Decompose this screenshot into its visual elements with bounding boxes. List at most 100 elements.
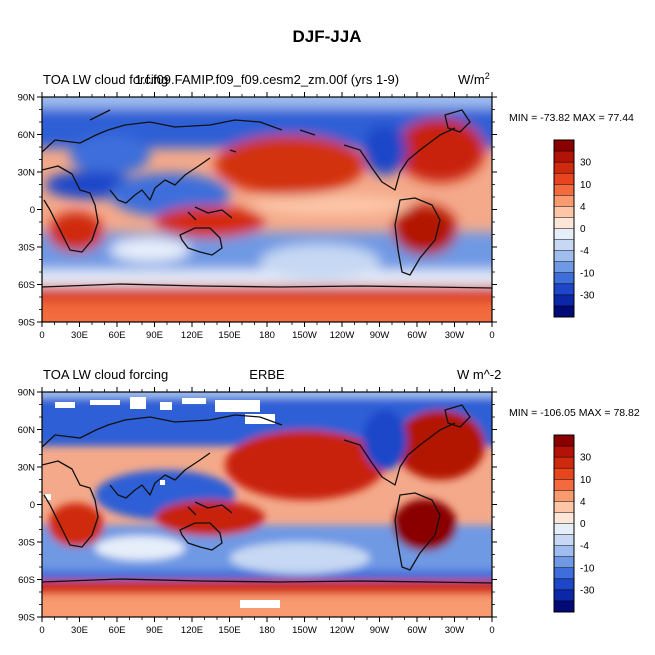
- colorbar-box: [554, 206, 574, 218]
- lat-label-top: 60N: [18, 130, 36, 141]
- colorbar-box: [554, 294, 574, 307]
- lat-label-top: 90S: [18, 318, 35, 329]
- lat-label-top: 0: [30, 205, 35, 216]
- lon-label-top: 90E: [146, 330, 163, 341]
- colorbar-box: [554, 589, 574, 602]
- panel-top-minmax: MIN = -73.82 MAX = 77.44: [509, 112, 634, 124]
- lat-label-top: 60S: [18, 280, 35, 291]
- lon-label-top: 60E: [109, 330, 126, 341]
- colorbar-label-top: -4: [580, 246, 589, 257]
- colorbar-box: [554, 261, 574, 274]
- map-field-top: [42, 97, 492, 322]
- map-field-bottom: [42, 392, 492, 617]
- panel-top-units-sup: 2: [485, 71, 490, 81]
- colorbar-box: [554, 250, 574, 262]
- lon-label-bottom: 150E: [218, 625, 240, 636]
- axes-top: 90N 60N 30N 0 30S 60S 90S 0 30E 60E 90E 120E 150E 180…: [18, 92, 497, 341]
- lon-label-top: 90W: [370, 330, 390, 341]
- lon-label-top: 150W: [292, 330, 317, 341]
- panel-top-units-base: W/m: [458, 72, 485, 87]
- colorbar-box: [554, 512, 574, 524]
- lon-label-bottom: 150W: [292, 625, 317, 636]
- colorbar-box: [554, 523, 574, 535]
- panel-bottom: TOA LW cloud forcing ERBE W m^-2 MIN = -…: [18, 367, 640, 636]
- colorbar-label-bottom: 4: [580, 497, 586, 508]
- lat-label-bottom: 30S: [18, 538, 35, 549]
- colorbar-box: [554, 184, 574, 196]
- colorbar-label-top: 10: [580, 180, 592, 191]
- lon-label-top: 180: [259, 330, 275, 341]
- colorbar-frame: [553, 434, 575, 613]
- lon-label-top: 120E: [181, 330, 203, 341]
- panel-top: TOA LW cloud forcing 1.f.f09.FAMIP.f09_f…: [18, 71, 634, 341]
- lat-label-bottom: 90N: [18, 388, 36, 399]
- colorbar-box: [554, 305, 574, 318]
- lon-label-bottom: 0: [39, 625, 44, 636]
- colorbar-label-bottom: 30: [580, 453, 592, 464]
- colorbar-box: [554, 140, 574, 152]
- colorbar-bottom: 30 10 4 0 -4 -10 -30: [553, 434, 595, 613]
- panel-top-units: W/m2: [458, 71, 490, 87]
- colorbar-box: [554, 283, 574, 296]
- coastlines-bottom: [42, 404, 492, 584]
- panel-top-center-title: 1.f.f09.FAMIP.f09_f09.cesm2_zm.00f (yrs …: [135, 72, 399, 87]
- colorbar-box: [554, 272, 574, 285]
- colorbar-frame: [553, 139, 575, 318]
- colorbar-box: [554, 490, 574, 502]
- colorbar-box: [554, 534, 574, 546]
- colorbar-label-top: 4: [580, 202, 586, 213]
- colorbar-label-bottom: 0: [580, 519, 586, 530]
- lon-label-bottom: 90E: [146, 625, 163, 636]
- colorbar-box: [554, 501, 574, 513]
- colorbar-box: [554, 468, 574, 480]
- colorbar-label-top: 0: [580, 224, 586, 235]
- colorbar-box: [554, 556, 574, 569]
- lon-label-top: 120W: [330, 330, 355, 341]
- colorbar-label-top: -30: [580, 290, 595, 301]
- lon-label-bottom: 120E: [181, 625, 203, 636]
- lat-label-bottom: 30N: [18, 463, 36, 474]
- lon-label-bottom: 30E: [71, 625, 88, 636]
- colorbar-box: [554, 195, 574, 207]
- colorbar-box: [554, 479, 574, 491]
- colorbar-box: [554, 545, 574, 557]
- lon-label-bottom: 60W: [407, 625, 427, 636]
- lat-label-top: 90N: [18, 93, 36, 104]
- coastlines-top: [42, 109, 492, 289]
- colorbar-box: [554, 457, 574, 469]
- colorbar-box: [554, 435, 574, 447]
- colorbar-box: [554, 239, 574, 251]
- colorbar-label-top: -10: [580, 268, 595, 279]
- lon-label-top: 0: [39, 330, 44, 341]
- colorbar-label-bottom: -4: [580, 541, 589, 552]
- colorbar-box: [554, 446, 574, 458]
- panel-top-left-title: TOA LW cloud forcing: [43, 72, 168, 87]
- lat-label-bottom: 0: [30, 500, 35, 511]
- colorbar-label-bottom: -30: [580, 585, 595, 596]
- colorbar-box: [554, 173, 574, 185]
- lon-label-bottom: 0: [489, 625, 494, 636]
- lon-label-bottom: 180: [259, 625, 275, 636]
- colorbar-box: [554, 600, 574, 613]
- lat-label-bottom: 90S: [18, 613, 35, 624]
- colorbar-box: [554, 151, 574, 163]
- lat-label-top: 30N: [18, 168, 36, 179]
- colorbar-box: [554, 578, 574, 591]
- colorbar-box: [554, 217, 574, 229]
- panel-bottom-units: W m^-2: [457, 367, 501, 382]
- colorbar-box: [554, 228, 574, 240]
- lat-label-bottom: 60N: [18, 425, 36, 436]
- lat-label-top: 30S: [18, 243, 35, 254]
- figure-title: DJF-JJA: [293, 27, 362, 46]
- panel-bottom-minmax: MIN = -106.05 MAX = 78.82: [509, 407, 640, 419]
- colorbar-label-bottom: -10: [580, 563, 595, 574]
- colorbar-label-bottom: 10: [580, 475, 592, 486]
- lon-label-bottom: 120W: [330, 625, 355, 636]
- lon-label-bottom: 30W: [445, 625, 465, 636]
- panel-bottom-center-title: ERBE: [249, 367, 285, 382]
- lon-label-bottom: 60E: [109, 625, 126, 636]
- colorbar-box: [554, 162, 574, 174]
- colorbar-top: 30 10 4 0 -4 -10 -30: [553, 139, 595, 318]
